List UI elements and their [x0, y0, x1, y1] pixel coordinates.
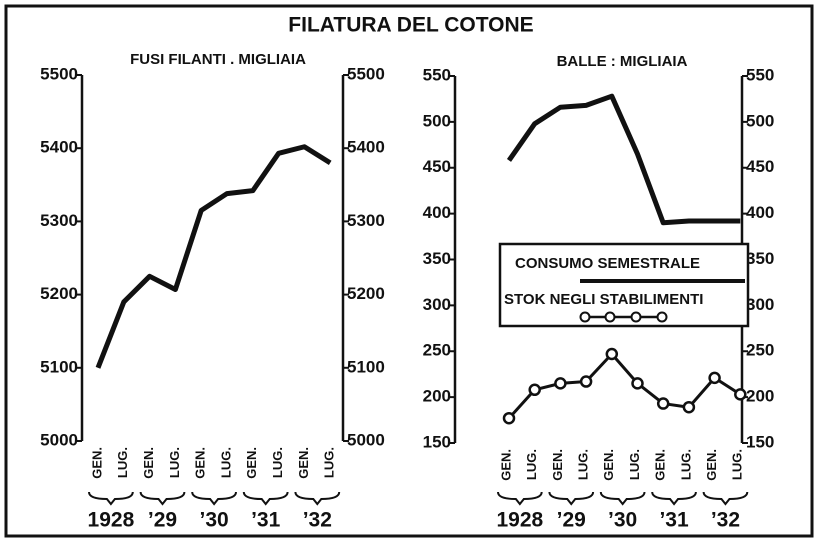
group-brace — [651, 491, 697, 506]
x-tick-label: LUG. — [678, 449, 693, 480]
group-label: ’29 — [557, 509, 586, 532]
group-brace — [702, 491, 749, 506]
group-label: 1928 — [496, 509, 543, 532]
x-tick-label: GEN. — [601, 449, 616, 481]
group-brace — [599, 491, 646, 506]
data-line — [95, 144, 332, 369]
frame — [4, 4, 814, 538]
y2-tick-label: 550 — [746, 65, 774, 84]
y2-tick-label: 350 — [746, 249, 774, 268]
y-tick-label: 300 — [423, 295, 451, 314]
x-tick-label: GEN. — [296, 447, 311, 479]
y2-tick-label: 5300 — [347, 211, 385, 230]
y-tick-label: 550 — [423, 65, 451, 84]
y-tick-label: 350 — [423, 249, 451, 268]
y2-tick-label: 5400 — [347, 138, 385, 157]
group-label: ’31 — [659, 509, 689, 532]
y-tick-label: 450 — [423, 157, 451, 176]
y-tick-label: 5000 — [40, 430, 78, 449]
x-tick-label: LUG. — [576, 449, 591, 480]
y-tick-label: 5200 — [40, 284, 78, 303]
x-tick-label: GEN. — [653, 449, 668, 481]
group-label: ’30 — [199, 509, 228, 532]
y-tick-label: 400 — [423, 203, 451, 222]
data-point — [734, 388, 747, 401]
legend-marker — [604, 311, 616, 323]
y-tick-label: 250 — [423, 341, 451, 360]
group-brace — [242, 491, 289, 506]
legend-marker — [656, 311, 668, 323]
y-tick-label: 5100 — [40, 357, 78, 376]
y-tick-label: 200 — [423, 387, 451, 406]
x-tick-label: GEN. — [193, 447, 208, 479]
x-tick-label: LUG. — [270, 447, 285, 478]
x-tick-label: GEN. — [141, 447, 156, 479]
y2-tick-label: 250 — [746, 341, 774, 360]
group-label: 1928 — [88, 509, 135, 532]
x-tick-label: LUG. — [218, 447, 233, 478]
data-point — [605, 347, 619, 361]
y2-tick-label: 450 — [746, 157, 774, 176]
y2-tick-label: 500 — [746, 111, 774, 130]
data-line — [507, 352, 742, 420]
y2-tick-label: 300 — [746, 295, 774, 314]
data-line — [506, 93, 741, 226]
legend-marker — [579, 311, 591, 323]
x-tick-label: LUG. — [524, 449, 539, 480]
y-tick-label: 500 — [423, 111, 451, 130]
group-brace — [88, 491, 134, 506]
data-point — [631, 377, 644, 390]
data-point — [656, 397, 670, 410]
data-point — [682, 400, 696, 414]
group-label: ’30 — [608, 509, 637, 532]
legend-label: STOK NEGLI STABILIMENTI — [504, 291, 703, 308]
y2-tick-label: 5500 — [347, 64, 385, 83]
group-brace — [548, 491, 595, 506]
group-brace — [294, 491, 341, 506]
group-brace — [139, 491, 186, 506]
y2-tick-label: 5200 — [347, 284, 385, 303]
y2-tick-label: 5000 — [347, 430, 385, 449]
group-brace — [191, 491, 237, 506]
y-tick-label: 5400 — [40, 138, 78, 157]
y2-tick-label: 400 — [746, 203, 774, 222]
x-tick-label: GEN. — [704, 449, 719, 481]
x-tick-label: LUG. — [115, 447, 130, 478]
chart-title: FILATURA DEL COTONE — [288, 14, 533, 37]
legend-box — [498, 242, 750, 328]
y2-tick-label: 150 — [746, 432, 774, 451]
data-point — [502, 411, 516, 425]
x-tick-label: GEN. — [498, 449, 513, 481]
group-label: ’32 — [711, 509, 740, 532]
x-tick-label: GEN. — [89, 447, 104, 479]
x-tick-label: LUG. — [730, 449, 745, 480]
y-tick-label: 5300 — [40, 211, 78, 230]
data-point — [554, 377, 567, 390]
group-label: ’32 — [303, 509, 332, 532]
group-brace — [497, 491, 543, 506]
x-tick-label: LUG. — [167, 447, 182, 478]
group-label: ’29 — [148, 509, 177, 532]
legend-marker — [630, 311, 642, 323]
x-tick-label: LUG. — [322, 447, 337, 478]
x-tick-label: GEN. — [244, 447, 259, 479]
y-tick-label: 5500 — [40, 64, 78, 83]
x-tick-label: GEN. — [550, 449, 565, 481]
subtitle: FUSI FILANTI . MIGLIAIA — [130, 51, 306, 68]
data-point — [528, 383, 541, 397]
legend-label: CONSUMO SEMESTRALE — [515, 255, 700, 272]
x-tick-label: LUG. — [627, 449, 642, 480]
data-point — [708, 371, 721, 385]
y-tick-label: 150 — [423, 432, 451, 451]
y2-tick-label: 5100 — [347, 357, 385, 376]
y2-tick-label: 200 — [746, 387, 774, 406]
data-point — [579, 375, 593, 388]
subtitle: BALLE : MIGLIAIA — [557, 53, 688, 70]
group-label: ’31 — [251, 509, 281, 532]
